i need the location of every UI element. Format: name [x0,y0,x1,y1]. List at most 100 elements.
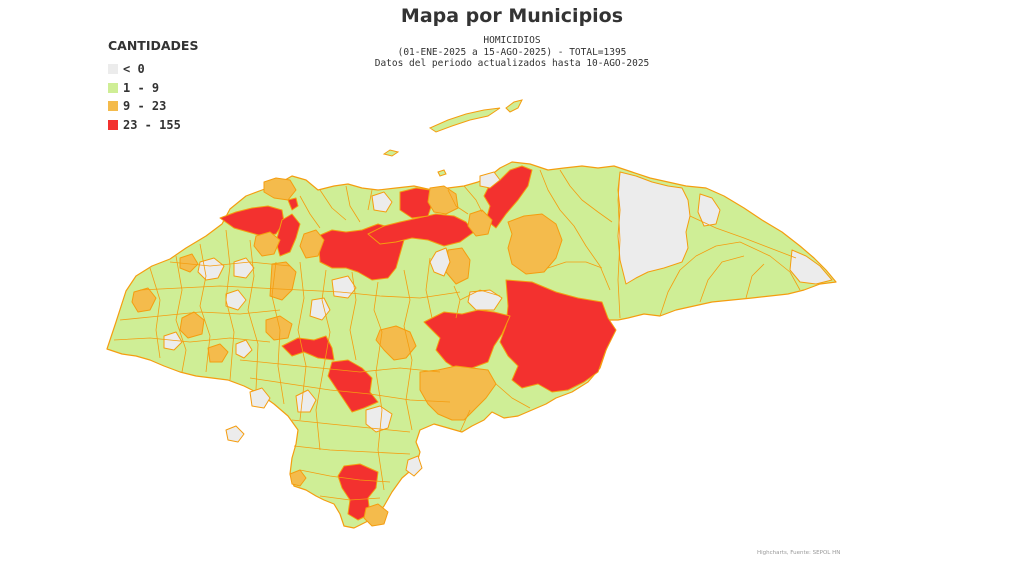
municipality-border-line [463,185,483,213]
municipality-region[interactable] [429,247,451,277]
subtitle-line-1: HOMICIDIOS [483,35,541,46]
municipality-border-line [403,269,413,431]
municipality-border-line [547,261,603,269]
legend-label-0: < 0 [123,62,145,77]
municipality-region[interactable] [225,289,247,311]
map-legend: CANTIDADES < 0 1 - 9 9 - 23 23 - 155 [108,38,198,134]
legend-label-3: 23 - 155 [123,117,181,132]
municipality-region[interactable] [507,213,563,275]
municipality-region[interactable] [263,177,297,201]
municipality-region[interactable] [479,171,501,189]
municipality-border-line [139,285,461,299]
legend-swatch-2 [108,101,118,112]
municipality-region[interactable] [467,289,503,311]
municipality-region[interactable] [287,197,299,211]
municipality-border-line [559,169,613,223]
municipality-border-line [149,267,161,359]
map-subtitle: HOMICIDIOS (01-ENE-2025 a 15-AGO-2025) -… [0,35,1024,70]
legend-swatch-3 [108,119,118,130]
municipality-border-line [447,189,469,215]
municipality-border-line [175,255,187,373]
subtitle-line-2: (01-ENE-2025 a 15-AGO-2025) - TOTAL=1395 [397,46,627,58]
legend-label-1: 1 - 9 [123,80,160,95]
municipality-region[interactable] [697,193,721,227]
municipality-region[interactable] [483,165,533,229]
municipality-border-line [291,419,411,433]
municipality-region[interactable] [163,331,183,351]
municipality-border-line [459,409,471,433]
municipality-border-line [299,195,321,229]
municipality-region[interactable] [235,339,253,359]
island-guanaja[interactable] [505,99,523,113]
municipality-region[interactable] [131,287,157,313]
municipality-region[interactable] [467,209,493,237]
municipality-region[interactable] [249,387,271,409]
legend-item-0[interactable]: < 0 [108,60,198,79]
municipality-border-line [293,445,411,455]
legend-item-3[interactable]: 23 - 155 [108,116,198,135]
municipality-border-line [119,309,281,321]
municipality-region[interactable] [499,279,617,393]
municipality-borders [113,169,801,501]
municipality-region[interactable] [371,191,393,213]
legend-label-2: 9 - 23 [123,99,167,114]
municipality-region[interactable] [299,229,325,259]
municipality-border-line [319,495,381,501]
municipality-region[interactable] [207,343,229,363]
municipality-region[interactable] [281,335,335,361]
municipality-region[interactable] [423,309,511,371]
municipality-region[interactable] [327,359,379,413]
municipality-border-line [745,263,765,299]
island-cayos[interactable] [437,169,447,177]
municipality-region[interactable] [253,231,281,257]
municipality-border-line [425,257,433,319]
municipality-region[interactable] [295,389,317,413]
municipality-region[interactable] [265,315,293,341]
municipality-border-line [225,229,235,381]
municipality-region[interactable] [427,185,459,215]
legend-swatch-1 [108,82,118,93]
municipality-region[interactable] [405,455,423,477]
credits-link[interactable]: Highcharts, Fuente: SEPOL HN [757,550,841,556]
municipality-region[interactable] [363,503,389,527]
municipality-border-line [315,269,331,451]
island-roatan[interactable] [428,107,501,133]
municipality-border-line [113,337,271,343]
municipality-region[interactable] [179,253,199,273]
municipality-region[interactable] [419,365,497,421]
municipality-region[interactable] [225,425,245,443]
municipality-region[interactable] [197,257,225,281]
municipality-border-line [367,189,373,211]
legend-swatch-0 [108,64,118,75]
municipality-region[interactable] [617,171,691,285]
municipality-region[interactable] [789,249,833,285]
municipality-border-line [659,241,801,317]
municipality-border-line [297,261,307,421]
legend-item-2[interactable]: 9 - 23 [108,97,198,116]
municipality-region[interactable] [289,469,307,487]
municipality-border-line [689,215,797,259]
municipality-region[interactable] [399,187,433,219]
municipality-border-line [459,289,501,301]
municipality-border-line [617,171,621,319]
municipality-border-line [319,189,347,221]
municipality-border-line [239,359,441,373]
municipality-border-line [247,239,259,391]
municipality-border-line [699,255,745,303]
municipality-region[interactable] [365,405,393,433]
municipality-region[interactable] [179,311,205,339]
municipality-border-line [345,185,361,223]
legend-title: CANTIDADES [108,38,199,53]
municipality-border-line [539,169,611,291]
municipality-border-line [373,281,385,491]
map-title: Mapa por Municipios [400,5,624,27]
municipality-border-line [299,469,391,483]
island-utila[interactable] [382,149,400,157]
municipality-border-line [495,383,531,409]
municipality-border-line [271,261,285,405]
legend-item-1[interactable]: 1 - 9 [108,79,198,98]
municipality-border-line [349,271,357,361]
municipality-border-line [169,261,291,267]
subtitle-line-3: Datos del periodo actualizados hasta 10-… [374,58,650,69]
